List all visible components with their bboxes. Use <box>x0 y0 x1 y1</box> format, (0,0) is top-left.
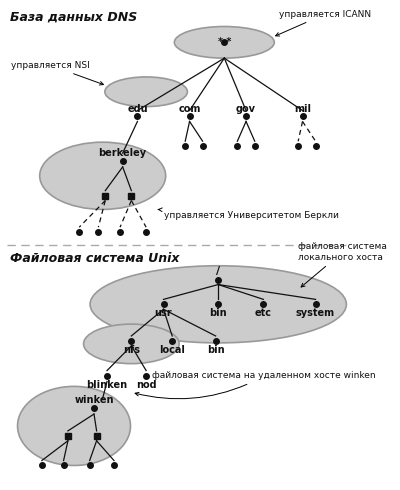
Text: * *: * * <box>218 37 231 48</box>
Ellipse shape <box>90 266 346 343</box>
Ellipse shape <box>84 324 179 364</box>
Text: управляется Университетом Беркли: управляется Университетом Беркли <box>158 208 338 220</box>
Text: nod: nod <box>136 380 156 391</box>
Text: файловая система на удаленном хосте winken: файловая система на удаленном хосте wink… <box>135 371 376 399</box>
Text: управляется ICANN: управляется ICANN <box>276 10 371 36</box>
Text: berkeley: berkeley <box>99 148 147 158</box>
Text: bin: bin <box>207 345 224 355</box>
Text: system: system <box>296 308 335 318</box>
Text: bin: bin <box>210 308 227 318</box>
Text: etc: etc <box>255 308 272 318</box>
Text: файловая система
локального хоста: файловая система локального хоста <box>298 243 387 287</box>
Ellipse shape <box>105 77 187 107</box>
Text: База данных DNS: База данных DNS <box>10 11 137 24</box>
Text: mil: mil <box>294 103 311 114</box>
Text: gov: gov <box>236 103 256 114</box>
Text: com: com <box>178 103 201 114</box>
Ellipse shape <box>18 387 130 466</box>
Ellipse shape <box>174 26 274 58</box>
Text: управляется NSI: управляется NSI <box>12 61 104 85</box>
Text: Файловая система Unix: Файловая система Unix <box>10 252 179 265</box>
Text: edu: edu <box>127 103 148 114</box>
Text: local: local <box>159 345 185 355</box>
Text: blinken: blinken <box>86 380 128 391</box>
Text: usr: usr <box>155 308 172 318</box>
Ellipse shape <box>40 142 166 209</box>
Text: /: / <box>216 266 220 276</box>
Text: nfs: nfs <box>123 345 140 355</box>
Text: winken: winken <box>74 395 114 405</box>
